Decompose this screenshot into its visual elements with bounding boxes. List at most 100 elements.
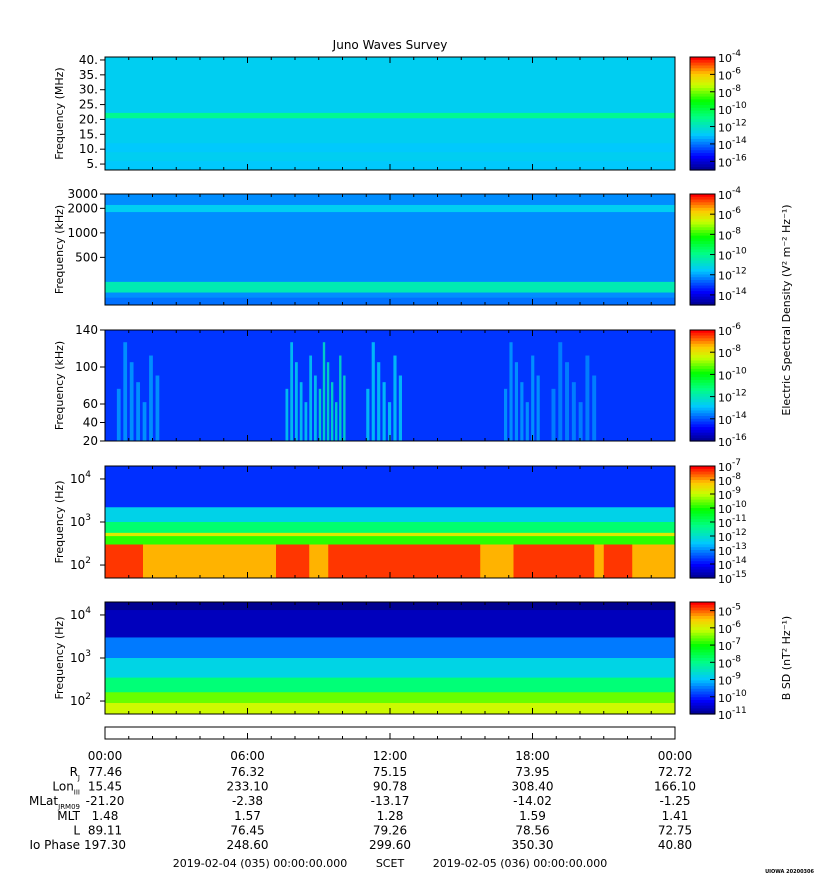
colorbar-segment	[690, 155, 715, 160]
y-tick-label: 102	[70, 692, 91, 708]
colorbar-segment	[690, 335, 715, 339]
ephemeris-value: -1.25	[659, 794, 690, 808]
start-scet: 2019-02-04 (035) 00:00:00.000	[173, 857, 347, 870]
y-tick-label: 5.	[87, 157, 98, 171]
colorbar-segment	[690, 494, 715, 498]
colorbar-segment	[690, 602, 715, 606]
ephemeris-value: 76.45	[230, 823, 264, 837]
colorbar-segment	[690, 241, 715, 245]
y-tick-label: 3000	[67, 187, 98, 201]
emission-feature	[149, 355, 153, 441]
y-axis-label: Frequency (Hz)	[53, 617, 66, 700]
colorbar-segment	[690, 416, 715, 420]
colorbar-segment	[690, 374, 715, 378]
colorbar-segment	[690, 285, 715, 289]
colorbar-lfrhigh: 10-6 10-8 10-10 10-12 10-14 10-16	[689, 322, 747, 449]
emission-feature	[509, 342, 513, 441]
colorbar-segment	[690, 368, 715, 373]
colorbar-segment	[690, 210, 715, 215]
colorbar-segment	[690, 346, 715, 351]
colorbar-segment	[690, 243, 715, 248]
colorbar-segment	[690, 82, 715, 86]
colorbar-segment	[690, 379, 715, 384]
emission-feature	[314, 375, 317, 441]
colorbar-segment	[690, 538, 715, 543]
ephemeris-value: 78.56	[515, 823, 549, 837]
colorbar-segment	[690, 502, 715, 506]
ephemeris-value: 72.75	[658, 823, 692, 837]
emission-feature	[578, 402, 583, 441]
colorbar-segment	[690, 71, 715, 75]
y-axis-label: Frequency (Hz)	[53, 481, 66, 564]
colorbar-segment	[690, 249, 715, 253]
ephemeris-value: 1.57	[234, 809, 261, 823]
emission-feature	[299, 382, 303, 441]
colorbar-segment	[690, 655, 715, 659]
colorbar-segment	[690, 216, 715, 220]
colorbar-segment	[690, 205, 715, 209]
ephemeris-value: 299.60	[369, 838, 411, 852]
colorbar-segment	[690, 527, 715, 531]
emission-feature	[136, 382, 140, 441]
y-tick-label: 20.	[79, 112, 98, 126]
colorbar-title-magnetic: B SD (nT² Hz⁻¹)	[780, 616, 793, 700]
colorbar-segment	[690, 291, 715, 295]
colorbar-segment	[690, 105, 715, 109]
colorbar-label: 10-12	[718, 267, 747, 283]
colorbar-segment	[690, 65, 715, 69]
colorbar-segment	[690, 57, 715, 61]
emission-feature	[285, 388, 289, 441]
ephemeris-table: RJ 77.46 76.32 75.15 73.95 72.72 LonIII 15.45 23…	[29, 765, 696, 852]
colorbar-segment	[690, 161, 715, 165]
ephemeris-value: 90.78	[373, 780, 407, 794]
colorbar-segment	[690, 330, 715, 334]
y-tick-label: 60	[83, 397, 98, 411]
colorbar-segment	[690, 575, 715, 579]
colorbar-hfr: 10-4 10-6 10-8 10-10 10-12 10-14	[689, 186, 747, 306]
colorbar-segment	[690, 466, 715, 470]
emission-feature	[387, 402, 392, 441]
ephemeris-value: 197.30	[84, 838, 126, 852]
colorbar-segment	[690, 399, 715, 403]
colorbar-segment	[690, 410, 715, 414]
colorbar-label: 10-16	[718, 153, 747, 169]
colorbar-segment	[690, 144, 715, 148]
colorbar-segment	[690, 613, 715, 617]
time-axis: 00:00 06:00 12:00 18:00 00:00	[88, 726, 692, 763]
colorbar-segment	[690, 708, 715, 712]
ephemeris-value: 233.10	[227, 780, 269, 794]
colorbar-segment	[690, 491, 715, 495]
emission-feature	[558, 342, 563, 441]
colorbar-segment	[690, 686, 715, 690]
colorbar-label: 10-8	[718, 226, 741, 242]
emission-feature	[142, 402, 147, 441]
colorbar-segment	[690, 432, 715, 437]
time-tick-label: 18:00	[515, 749, 550, 763]
colorbar-segment	[690, 396, 715, 400]
colorbar-segment	[690, 604, 715, 609]
colorbar-segment	[690, 268, 715, 273]
y-tick-label: 40	[83, 416, 98, 430]
time-tick-label: 06:00	[230, 749, 265, 763]
colorbar-segment	[690, 299, 715, 303]
chart-title: Juno Waves Survey	[332, 38, 448, 52]
colorbar-segment	[690, 393, 715, 398]
spectral-band	[105, 532, 675, 537]
colorbar-label: 10-9	[718, 672, 741, 688]
colorbar-label: 10-8	[718, 84, 741, 100]
colorbar-segment	[690, 666, 715, 670]
colorbar-segment	[690, 227, 715, 231]
colorbar-segment	[690, 607, 715, 611]
emission-feature	[382, 382, 386, 441]
time-tick-label: 12:00	[373, 749, 408, 763]
y-axis-label: Frequency (kHz)	[53, 341, 66, 430]
colorbar-segment	[690, 76, 715, 81]
spectral-band	[105, 112, 675, 119]
colorbar-segment	[690, 630, 715, 634]
emission-feature	[318, 388, 322, 441]
colorbar-label: 10-6	[718, 322, 741, 338]
emission-feature	[116, 388, 121, 441]
colorbar-segment	[690, 107, 715, 112]
